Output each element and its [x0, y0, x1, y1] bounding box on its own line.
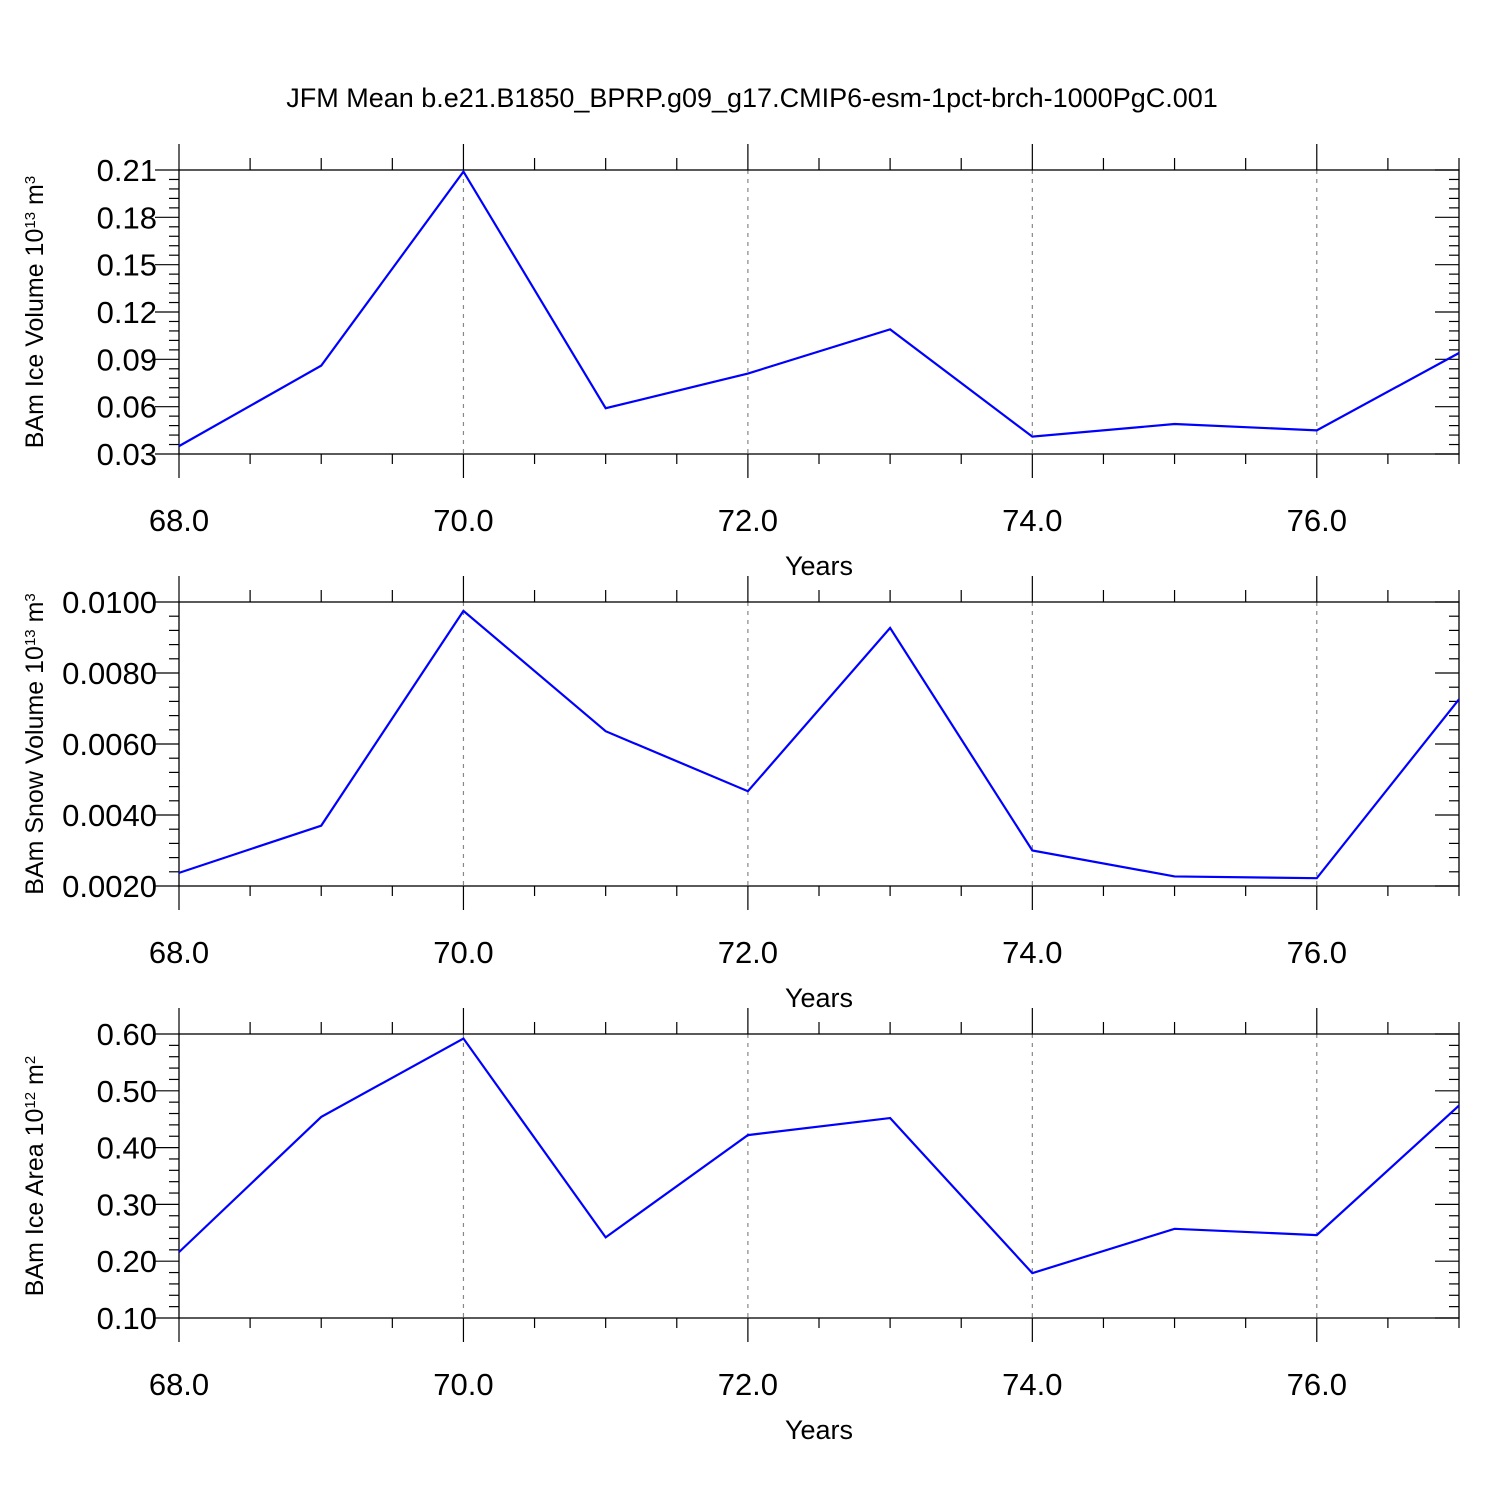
chart-panel-1: 0.03 0.06 0.09 0.12 0.15 0.18 0.21 68.0 70.0 72.0… — [21, 144, 1460, 581]
y-tick-label: 0.10 — [97, 1301, 157, 1336]
y-tick-label: 0.0060 — [62, 727, 157, 762]
y-axis-label: BAm Ice Volume 1013 m3 — [21, 176, 49, 448]
chart-panels: 0.03 0.06 0.09 0.12 0.15 0.18 0.21 68.0 70.0 72.0… — [21, 144, 1460, 1445]
x-tick-label: 70.0 — [433, 935, 493, 970]
y-axis-label-superscript: 13 — [22, 629, 39, 646]
x-tick-label: 76.0 — [1287, 1367, 1347, 1402]
x-tick-label: 68.0 — [149, 503, 209, 538]
y-tick-label: 0.60 — [97, 1017, 157, 1052]
x-tick-label: 76.0 — [1287, 503, 1347, 538]
series-line — [178, 609, 1460, 880]
y-axis-label-text: m — [21, 602, 49, 630]
y-axis-label-text: BAm Ice Area 10 — [21, 1109, 49, 1297]
y-tick-label: 0.30 — [97, 1187, 157, 1222]
y-axis-label-text: BAm Ice Volume 10 — [21, 229, 49, 449]
x-tick-label: 76.0 — [1287, 935, 1347, 970]
x-tick-label: 74.0 — [1002, 1367, 1062, 1402]
y-tick-label: 0.06 — [97, 390, 157, 425]
y-tick-label: 0.0040 — [62, 798, 157, 833]
series-line — [178, 1037, 1460, 1275]
y-tick-label: 0.40 — [97, 1131, 157, 1166]
y-tick-label: 0.12 — [97, 295, 157, 330]
x-tick-label: 74.0 — [1002, 503, 1062, 538]
y-tick-label: 0.0020 — [62, 869, 157, 904]
x-tick-label: 68.0 — [149, 935, 209, 970]
x-tick-label: 74.0 — [1002, 935, 1062, 970]
x-tick-label: 70.0 — [433, 503, 493, 538]
x-tick-label: 72.0 — [718, 503, 778, 538]
x-axis-label: Years — [785, 983, 853, 1013]
figure-title: JFM Mean b.e21.B1850_BPRP.g09_g17.CMIP6-… — [286, 83, 1218, 113]
y-axis-label-superscript: 3 — [22, 176, 39, 184]
y-axis-label-superscript: 13 — [22, 212, 39, 229]
y-tick-label: 0.0100 — [62, 585, 157, 620]
x-tick-label: 70.0 — [433, 1367, 493, 1402]
y-axis-label-superscript: 3 — [22, 593, 39, 601]
y-tick-label: 0.20 — [97, 1244, 157, 1279]
y-axis-label-superscript: 12 — [22, 1092, 39, 1109]
x-axis-label: Years — [785, 1415, 853, 1445]
y-axis-label-text: BAm Snow Volume 10 — [21, 646, 49, 895]
series-line — [178, 169, 1460, 448]
chart-panel-2: 0.0020 0.0040 0.0060 0.0080 0.0100 68.0 70.0 72… — [21, 576, 1460, 1013]
y-tick-label: 0.18 — [97, 200, 157, 235]
x-tick-label: 72.0 — [718, 1367, 778, 1402]
y-tick-label: 0.03 — [97, 437, 157, 472]
chart-panel-3: 0.10 0.20 0.30 0.40 0.50 0.60 68.0 70.0 72.0 74.0… — [21, 1008, 1460, 1445]
y-tick-label: 0.09 — [97, 342, 157, 377]
y-axis-label: BAm Snow Volume 1013 m3 — [21, 593, 49, 895]
y-tick-label: 0.21 — [97, 153, 157, 188]
y-axis-label: BAm Ice Area 1012 m2 — [21, 1056, 49, 1296]
y-tick-label: 0.15 — [97, 248, 157, 283]
x-tick-label: 72.0 — [718, 935, 778, 970]
y-tick-label: 0.50 — [97, 1074, 157, 1109]
x-axis-label: Years — [785, 551, 853, 581]
y-axis-label-superscript: 2 — [22, 1056, 39, 1064]
y-axis-label-text: m — [21, 1064, 49, 1092]
y-axis-label-text: m — [21, 184, 49, 212]
x-tick-label: 68.0 — [149, 1367, 209, 1402]
y-tick-label: 0.0080 — [62, 656, 157, 691]
